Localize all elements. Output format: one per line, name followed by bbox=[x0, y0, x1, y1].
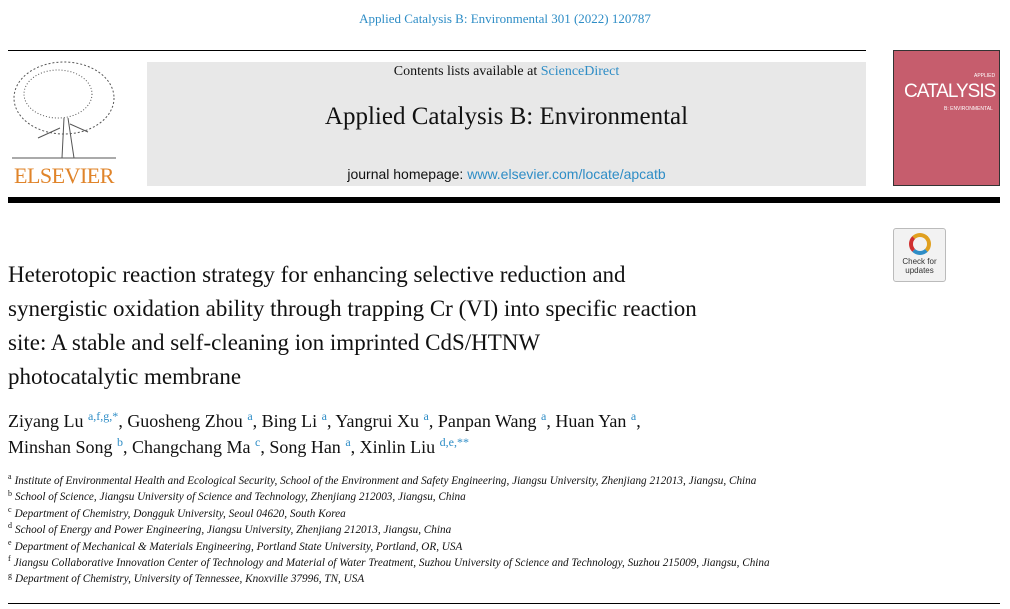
affiliation-text: Jiangsu Collaborative Innovation Center … bbox=[13, 557, 770, 570]
affiliation-text: Department of Mechanical & Materials Eng… bbox=[14, 540, 463, 553]
cover-text: APPLIED bbox=[974, 73, 996, 79]
affiliation-text: Institute of Environmental Health and Ec… bbox=[14, 475, 757, 487]
affiliation: d School of Energy and Power Engineering,… bbox=[8, 522, 998, 538]
sciencedirect-link[interactable]: ScienceDirect bbox=[540, 64, 620, 79]
author[interactable]: Minshan Song b bbox=[8, 435, 124, 457]
author-name: Song Han bbox=[269, 437, 341, 457]
affiliation-key: e bbox=[8, 537, 12, 547]
affiliation: a Institute of Environmental Health and E… bbox=[8, 473, 998, 489]
author[interactable]: Bing Li a bbox=[261, 409, 327, 431]
author-affiliation-marker[interactable]: d,e,** bbox=[439, 435, 469, 449]
title-line: photocatalytic membrane bbox=[8, 364, 242, 389]
author-name: Guosheng Zhou bbox=[127, 411, 243, 431]
divider bbox=[8, 603, 1000, 604]
author-name: Changchang Ma bbox=[132, 437, 251, 457]
affiliation-list: a Institute of Environmental Health and E… bbox=[8, 473, 998, 588]
check-label: updates bbox=[905, 266, 934, 275]
author-affiliation-marker[interactable]: a bbox=[423, 409, 429, 423]
affiliation-key: f bbox=[8, 554, 11, 564]
author-name: Yangrui Xu bbox=[335, 411, 420, 431]
affiliation-text: Department of Chemistry, University of T… bbox=[15, 573, 365, 586]
article-title: Heterotopic reaction strategy for enhanc… bbox=[8, 258, 883, 394]
author-affiliation-marker[interactable]: a bbox=[345, 435, 351, 449]
update-icon bbox=[908, 233, 931, 255]
check-label: Check for bbox=[902, 257, 937, 266]
affiliation-key: d bbox=[8, 521, 12, 531]
journal-cover[interactable]: APPLIED CATALYSIS B: ENVIRONMENTAL bbox=[893, 50, 1000, 186]
title-line: synergistic oxidation ability through tr… bbox=[8, 296, 697, 321]
affiliation: c Department of Chemistry, Dongguk Univer… bbox=[8, 506, 998, 522]
journal-banner: Contents lists available at ScienceDirec… bbox=[147, 62, 866, 186]
author[interactable]: Huan Yan a bbox=[555, 409, 637, 431]
author[interactable]: Panpan Wang a bbox=[437, 409, 547, 431]
contents-line: Contents lists available at ScienceDirec… bbox=[147, 63, 866, 80]
title-line: site: A stable and self-cleaning ion imp… bbox=[8, 330, 541, 355]
affiliation: b School of Science, Jiangsu University o… bbox=[8, 489, 998, 505]
affiliation-key: c bbox=[8, 505, 12, 515]
citation-link[interactable]: Applied Catalysis B: Environmental 301 (… bbox=[359, 11, 651, 26]
author-affiliation-marker[interactable]: a bbox=[247, 409, 253, 423]
tree-icon bbox=[12, 61, 116, 159]
divider bbox=[8, 197, 1000, 203]
publisher-logo-text: ELSEVIER bbox=[14, 163, 114, 188]
journal-title: Applied Catalysis B: Environmental bbox=[324, 103, 689, 130]
author[interactable]: Xinlin Liu d,e,** bbox=[359, 435, 469, 457]
author-affiliation-marker[interactable]: a bbox=[541, 409, 547, 423]
homepage-line: journal homepage: www.elsevier.com/locat… bbox=[147, 166, 866, 183]
author[interactable]: Ziyang Lu a,f,g,* bbox=[8, 409, 119, 431]
affiliation: g Department of Chemistry, University of … bbox=[8, 571, 998, 587]
author-affiliation-marker[interactable]: b bbox=[117, 435, 124, 449]
author[interactable]: Yangrui Xu a bbox=[335, 409, 429, 431]
affiliation: e Department of Mechanical & Materials En… bbox=[8, 537, 998, 555]
check-for-updates-button[interactable]: Check for updates bbox=[893, 228, 946, 282]
divider bbox=[8, 50, 866, 51]
author-name: Ziyang Lu bbox=[8, 411, 84, 431]
affiliation-text: School of Science, Jiangsu University of… bbox=[15, 491, 466, 504]
elsevier-logo[interactable]: ELSEVIER bbox=[8, 58, 120, 188]
affiliation-key: b bbox=[8, 488, 12, 498]
author-affiliation-marker[interactable]: c bbox=[254, 435, 261, 449]
affiliation-text: Department of Chemistry, Dongguk Univers… bbox=[14, 507, 346, 520]
author-name: Bing Li bbox=[261, 411, 318, 431]
affiliation: f Jiangsu Collaborative Innovation Center… bbox=[8, 555, 998, 571]
author-name: Huan Yan bbox=[555, 411, 627, 431]
contents-prefix: Contents lists available at bbox=[393, 64, 541, 79]
affiliation-key: g bbox=[8, 570, 12, 580]
author-affiliation-marker[interactable]: a bbox=[321, 409, 327, 423]
author[interactable]: Song Han a bbox=[269, 435, 351, 457]
cover-text: CATALYSIS bbox=[904, 81, 996, 102]
cover-text: B: ENVIRONMENTAL bbox=[944, 106, 993, 112]
author-affiliation-marker[interactable]: a bbox=[630, 409, 637, 423]
homepage-prefix: journal homepage: bbox=[347, 166, 468, 182]
author-name: Panpan Wang bbox=[437, 411, 537, 431]
author-list: Ziyang Lu a,f,g,*, Guosheng Zhou a, Bing… bbox=[8, 409, 641, 457]
author-name: Minshan Song bbox=[8, 437, 113, 457]
author-affiliation-marker[interactable]: a,f,g,* bbox=[87, 409, 119, 423]
author-name: Xinlin Liu bbox=[359, 437, 436, 457]
title-line: Heterotopic reaction strategy for enhanc… bbox=[8, 262, 626, 287]
affiliation-text: School of Energy and Power Engineering, … bbox=[15, 524, 452, 537]
author[interactable]: Changchang Ma c bbox=[132, 435, 261, 457]
affiliation-key: a bbox=[8, 472, 12, 482]
author[interactable]: Guosheng Zhou a bbox=[127, 409, 253, 431]
homepage-link[interactable]: www.elsevier.com/locate/apcatb bbox=[467, 166, 666, 182]
